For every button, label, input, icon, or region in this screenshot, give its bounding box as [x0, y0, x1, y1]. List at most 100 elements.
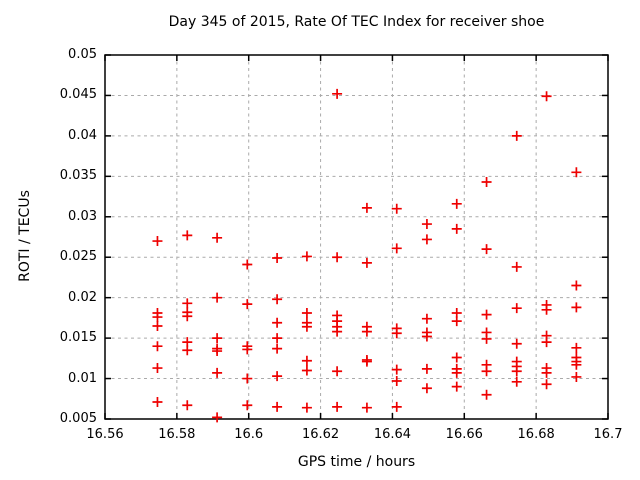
- data-point-marker: [421, 331, 432, 342]
- data-point-marker: [212, 292, 223, 303]
- data-point-marker: [511, 261, 522, 272]
- data-point-marker: [242, 400, 253, 411]
- data-point-marker: [301, 251, 312, 262]
- data-point-marker: [332, 401, 343, 412]
- data-point-marker: [361, 402, 372, 413]
- data-point-marker: [391, 203, 402, 214]
- data-point-marker: [152, 236, 163, 247]
- data-point-marker: [212, 346, 223, 357]
- data-point-marker: [242, 373, 253, 384]
- plot-frame: [104, 54, 609, 420]
- x-axis-label: GPS time / hours: [297, 454, 416, 470]
- data-point-marker: [332, 366, 343, 377]
- data-point-marker: [571, 167, 582, 178]
- data-point-marker: [451, 381, 462, 392]
- x-tick-label: 16.64: [373, 427, 412, 442]
- y-tick-label: 0.02: [68, 289, 97, 305]
- data-point-marker: [481, 333, 492, 344]
- data-point-marker: [481, 244, 492, 255]
- data-point-marker: [541, 304, 552, 315]
- data-point-marker: [332, 252, 343, 263]
- data-point-marker: [451, 223, 462, 234]
- y-tick-label: 0.015: [59, 330, 97, 346]
- data-point-marker: [301, 355, 312, 366]
- y-axis-label: ROTI / TECUs: [17, 190, 33, 282]
- data-point-marker: [361, 326, 372, 337]
- data-point-marker: [421, 383, 432, 394]
- data-point-marker: [511, 338, 522, 349]
- data-point-marker: [152, 320, 163, 331]
- data-point-marker: [541, 367, 552, 378]
- data-point-marker: [451, 316, 462, 327]
- data-point-marker: [421, 313, 432, 324]
- data-point-marker: [361, 202, 372, 213]
- data-point-marker: [421, 219, 432, 230]
- data-point-marker: [332, 88, 343, 99]
- data-point-marker: [451, 367, 462, 378]
- data-point-marker: [421, 234, 432, 245]
- data-point-marker: [511, 130, 522, 141]
- data-point-marker: [481, 176, 492, 187]
- data-point-marker: [571, 359, 582, 370]
- data-point-marker: [451, 198, 462, 209]
- data-point-marker: [481, 309, 492, 320]
- data-point-marker: [242, 259, 253, 270]
- data-point-marker: [481, 389, 492, 400]
- data-point-marker: [152, 363, 163, 374]
- y-tick-label: 0.045: [59, 87, 97, 103]
- data-point-marker: [152, 312, 163, 323]
- data-point-marker: [272, 343, 283, 354]
- data-point-marker: [272, 401, 283, 412]
- y-tick-label: 0.035: [59, 168, 97, 184]
- data-point-marker: [541, 379, 552, 390]
- data-point-marker: [301, 402, 312, 413]
- data-point-marker: [182, 311, 193, 322]
- data-point-marker: [391, 328, 402, 339]
- data-point-marker: [421, 363, 432, 374]
- data-point-marker: [152, 341, 163, 352]
- data-point-marker: [391, 364, 402, 375]
- data-point-marker: [272, 317, 283, 328]
- data-point-marker: [212, 367, 223, 378]
- y-tick-label: 0.03: [68, 208, 97, 224]
- x-tick-label: 16.7: [593, 427, 623, 442]
- data-point-marker: [391, 375, 402, 386]
- data-point-marker: [272, 371, 283, 382]
- data-point-marker: [391, 401, 402, 412]
- data-point-marker: [301, 321, 312, 332]
- y-tick-label: 0.005: [59, 411, 97, 426]
- y-tick-label: 0.025: [59, 249, 97, 265]
- data-point-marker: [272, 333, 283, 344]
- data-point-marker: [332, 326, 343, 337]
- data-point-marker: [272, 253, 283, 264]
- data-point-marker: [451, 352, 462, 363]
- y-tick-label: 0.05: [68, 47, 97, 62]
- data-point-marker: [242, 344, 253, 355]
- data-point-marker: [301, 308, 312, 319]
- data-point-marker: [511, 376, 522, 387]
- data-point-marker: [152, 397, 163, 408]
- x-tick-label: 16.66: [445, 427, 483, 442]
- data-point-marker: [391, 243, 402, 254]
- data-point-marker: [541, 91, 552, 102]
- data-point-marker: [212, 232, 223, 243]
- data-point-marker: [242, 299, 253, 310]
- data-point-marker: [272, 294, 283, 305]
- data-point-marker: [361, 356, 372, 367]
- data-point-marker: [481, 366, 492, 377]
- data-point-marker: [571, 280, 582, 291]
- data-point-marker: [571, 371, 582, 382]
- x-tick-label: 16.56: [86, 427, 124, 442]
- data-point-marker: [361, 257, 372, 268]
- data-point-marker: [182, 345, 193, 356]
- y-tick-label: 0.01: [68, 370, 97, 386]
- x-tick-label: 16.6: [234, 427, 264, 442]
- data-point-marker: [571, 342, 582, 353]
- x-tick-label: 16.62: [301, 427, 340, 442]
- data-point-marker: [182, 230, 193, 241]
- data-point-marker: [511, 366, 522, 377]
- data-point-marker: [541, 337, 552, 348]
- y-tick-label: 0.04: [68, 127, 97, 143]
